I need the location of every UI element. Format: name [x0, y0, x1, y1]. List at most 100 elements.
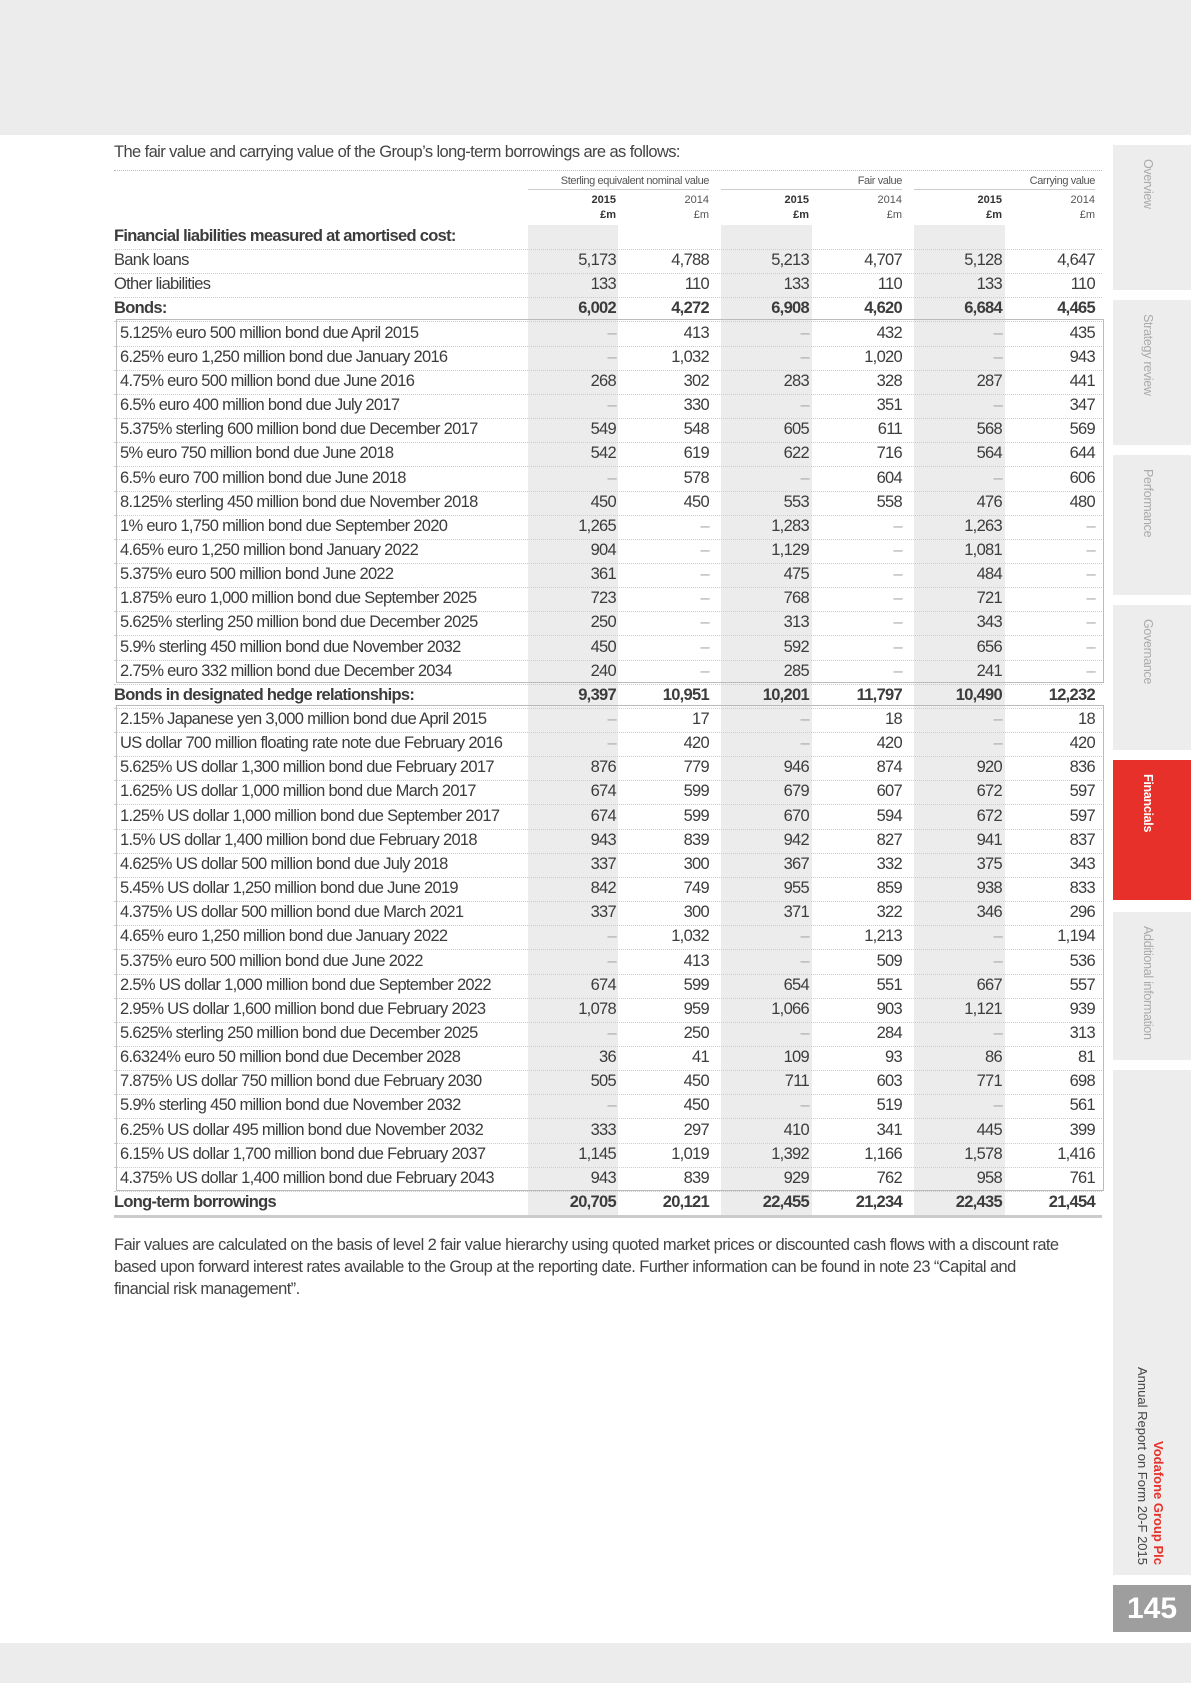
cell-value: 716: [876, 444, 903, 463]
shaded-column: [528, 225, 618, 1217]
cell-value: 542: [590, 444, 617, 463]
section-row: Bonds: 6,002 4,272 6,908 4,620 6,684 4,465: [114, 297, 1102, 323]
row-label: 1.25% US dollar 1,000 million bond due S…: [120, 806, 500, 825]
unit-label: £m: [693, 209, 709, 221]
cell-value: –: [607, 1096, 617, 1115]
cell-value: 287: [976, 371, 1003, 390]
cell-value: –: [993, 951, 1003, 970]
table-row: 5.9% sterling 450 million bond due Novem…: [114, 1094, 1102, 1120]
cell-value: 4,272: [671, 299, 709, 318]
row-label: 2.95% US dollar 1,600 million bond due F…: [120, 999, 486, 1018]
side-tab-label: Financials: [1141, 774, 1155, 833]
cell-value: 420: [683, 734, 710, 753]
cell-value: 761: [1069, 1168, 1096, 1187]
table-row: Bank loans 5,173 4,788 5,213 4,707 5,128 4,647: [114, 249, 1102, 275]
cell-value: 941: [976, 830, 1003, 849]
table-row: 6.5% euro 700 million bond due June 2018…: [114, 467, 1102, 492]
cell-value: 958: [976, 1168, 1003, 1187]
year-label: 2014: [684, 194, 709, 206]
cell-value: 698: [1069, 1072, 1096, 1091]
cell-value: –: [1086, 540, 1096, 559]
cell-value: 296: [1069, 903, 1096, 922]
cell-value: 1,263: [964, 516, 1002, 535]
table-row: 1.625% US dollar 1,000 million bond due …: [114, 780, 1102, 806]
cell-value: –: [800, 951, 810, 970]
cell-value: 1,213: [864, 927, 902, 946]
cell-value: 670: [783, 806, 810, 825]
cell-value: 836: [1069, 758, 1096, 777]
cell-value: 17: [692, 710, 710, 728]
cell-value: 874: [876, 758, 903, 777]
table-row: 5.625% US dollar 1,300 million bond due …: [114, 756, 1102, 782]
cell-value: 5,213: [771, 251, 809, 270]
side-tab-governance[interactable]: Governance: [1113, 605, 1191, 750]
cell-value: 110: [877, 275, 903, 294]
cell-value: 597: [1069, 782, 1096, 801]
cell-value: 1,129: [771, 540, 809, 559]
row-label: 4.625% US dollar 500 million bond due Ju…: [120, 854, 448, 873]
row-label: 5% euro 750 million bond due June 2018: [120, 444, 394, 463]
cell-value: 943: [1069, 347, 1096, 366]
cell-value: 654: [783, 975, 810, 994]
cell-value: 450: [590, 637, 617, 656]
cell-value: 475: [783, 565, 810, 584]
side-tab-additional-information[interactable]: Additional information: [1113, 912, 1191, 1060]
cell-value: 569: [1069, 420, 1096, 439]
cell-value: 1,081: [964, 540, 1002, 559]
cell-value: –: [800, 347, 810, 366]
cell-value: 341: [876, 1120, 903, 1139]
side-tab-financials[interactable]: Financials: [1113, 760, 1191, 900]
table-row: 6.15% US dollar 1,700 million bond due F…: [114, 1143, 1102, 1168]
cell-value: 672: [976, 806, 1003, 825]
row-label: 4.75% euro 500 million bond due June 201…: [120, 371, 415, 390]
cell-value: 10,951: [662, 685, 710, 704]
cell-value: –: [993, 710, 1003, 728]
cell-value: –: [993, 468, 1003, 487]
cell-value: 667: [976, 975, 1003, 994]
cell-value: 599: [683, 806, 710, 825]
cell-value: –: [1086, 516, 1096, 535]
table-row: 5% euro 750 million bond due June 2018 54…: [114, 442, 1102, 468]
cell-value: 749: [683, 879, 710, 898]
cell-value: 721: [976, 589, 1003, 608]
cell-value: 250: [683, 1023, 710, 1042]
cell-value: 450: [683, 492, 710, 511]
cell-value: 558: [876, 492, 903, 511]
cell-value: –: [607, 927, 617, 946]
year-label: 2014: [877, 194, 902, 206]
row-label: 5.375% sterling 600 million bond due Dec…: [120, 420, 478, 439]
cell-value: 672: [976, 782, 1003, 801]
table-row: 5.625% sterling 250 million bond due Dec…: [114, 611, 1102, 637]
cell-value: 41: [692, 1048, 710, 1067]
side-tab-performance[interactable]: Performance: [1113, 455, 1191, 595]
cell-value: 284: [876, 1023, 903, 1042]
cell-value: –: [700, 565, 710, 584]
cell-value: 351: [876, 396, 903, 415]
table-row: 5.375% euro 500 million bond due June 20…: [114, 950, 1102, 975]
table-row: 5.375% euro 500 million bond June 2022 36…: [114, 563, 1102, 589]
row-label: Long-term borrowings: [114, 1193, 277, 1211]
cell-value: 955: [783, 879, 810, 898]
cell-value: 9,397: [578, 685, 616, 704]
cell-value: 337: [590, 854, 617, 873]
side-tab-label: Governance: [1141, 619, 1155, 685]
row-label: Other liabilities: [114, 275, 211, 294]
cell-value: 313: [1069, 1023, 1096, 1042]
cell-value: 240: [590, 661, 617, 680]
cell-value: 553: [783, 492, 810, 511]
table-row: 2.95% US dollar 1,600 million bond due F…: [114, 998, 1102, 1023]
page-number: 145: [1113, 1585, 1191, 1632]
cell-value: 768: [783, 589, 810, 608]
cell-value: 10,201: [762, 685, 810, 704]
cell-value: 551: [876, 975, 903, 994]
table-row: 5.9% sterling 450 million bond due Novem…: [114, 636, 1102, 661]
cell-value: 313: [783, 613, 810, 632]
cell-value: 268: [590, 371, 617, 390]
side-tab-overview[interactable]: Overview: [1113, 145, 1191, 290]
cell-value: 22,455: [762, 1193, 810, 1211]
row-label: 7.875% US dollar 750 million bond due Fe…: [120, 1072, 482, 1091]
cell-value: –: [800, 468, 810, 487]
cell-value: 592: [783, 637, 810, 656]
row-label: 1.5% US dollar 1,400 million bond due Fe…: [120, 830, 478, 849]
side-tab-strategy-review[interactable]: Strategy review: [1113, 300, 1191, 445]
